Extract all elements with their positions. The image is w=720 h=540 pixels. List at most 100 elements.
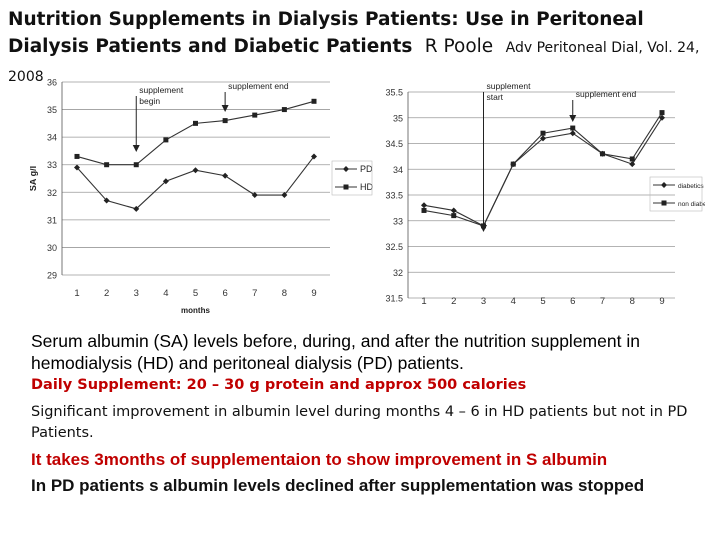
y-tick-label: 30 bbox=[47, 243, 57, 253]
x-tick-label: 5 bbox=[540, 296, 545, 307]
pd-decline-note: In PD patients s albumin levels declined… bbox=[31, 476, 645, 495]
legend-box bbox=[331, 160, 373, 196]
x-tick-label: 6 bbox=[222, 288, 227, 299]
y-tick-label: 36 bbox=[47, 78, 57, 88]
legend-label: diabetics bbox=[678, 183, 704, 190]
data-point bbox=[569, 130, 576, 137]
x-tick-label: 2 bbox=[451, 296, 456, 307]
x-tick-label: 2 bbox=[104, 288, 109, 299]
x-tick-label: 8 bbox=[282, 288, 287, 299]
data-point bbox=[74, 164, 80, 171]
x-tick-label: 3 bbox=[481, 296, 486, 307]
takes-three-months: It takes 3months of supplementaion to sh… bbox=[31, 450, 608, 469]
x-tick-label: 9 bbox=[659, 296, 664, 307]
data-point bbox=[133, 162, 139, 168]
data-point bbox=[281, 192, 288, 199]
y-tick-label: 33 bbox=[393, 216, 403, 226]
data-point bbox=[629, 161, 636, 168]
data-point bbox=[74, 153, 80, 159]
author: R Poole bbox=[424, 36, 494, 57]
data-point bbox=[222, 172, 229, 179]
legend-label: HD bbox=[360, 182, 373, 192]
data-point bbox=[481, 223, 486, 229]
legend-marker bbox=[343, 166, 349, 172]
y-tick-label: 32.5 bbox=[385, 242, 403, 252]
data-point bbox=[540, 135, 546, 142]
data-point bbox=[311, 153, 317, 160]
annotation-label: supplement bbox=[487, 82, 532, 91]
data-point bbox=[450, 207, 457, 214]
data-point bbox=[659, 114, 665, 121]
legend-label: non diabetics bbox=[678, 201, 705, 208]
y-tick-label: 34.5 bbox=[385, 139, 403, 149]
legend-marker bbox=[661, 200, 667, 206]
y-tick-label: 32 bbox=[393, 268, 403, 278]
legend-marker bbox=[661, 182, 667, 188]
x-tick-label: 7 bbox=[600, 296, 605, 307]
data-point bbox=[540, 130, 546, 136]
annotation-label: supplement bbox=[139, 85, 184, 95]
data-point bbox=[421, 202, 427, 209]
y-axis-label: SA g/l bbox=[30, 166, 38, 191]
annotation-label: supplement end bbox=[228, 81, 289, 91]
y-tick-label: 34 bbox=[393, 165, 403, 175]
data-point bbox=[600, 151, 605, 157]
citation: Adv Peritoneal Dial, Vol. 24, 2008 bbox=[8, 40, 700, 85]
data-point bbox=[222, 118, 228, 124]
y-tick-label: 33.5 bbox=[385, 191, 403, 201]
data-point bbox=[103, 197, 110, 204]
y-tick-label: 34 bbox=[47, 133, 57, 143]
data-point bbox=[659, 110, 665, 116]
daily-supplement: Daily Supplement: 20 – 30 g protein and … bbox=[31, 377, 527, 393]
significance-note: Significant improvement in albumin level… bbox=[31, 404, 688, 441]
y-tick-label: 33 bbox=[47, 160, 57, 170]
legend-box bbox=[649, 176, 703, 212]
data-point bbox=[451, 213, 457, 219]
y-tick-label: 31.5 bbox=[385, 294, 403, 304]
arrow-head bbox=[132, 145, 140, 152]
series-line-hd bbox=[76, 100, 315, 166]
arrow-head bbox=[221, 105, 229, 112]
annotation-label: supplement end bbox=[576, 89, 637, 99]
arrow-head bbox=[569, 115, 577, 122]
y-tick-label: 35 bbox=[393, 113, 403, 123]
data-point bbox=[281, 107, 287, 113]
data-point bbox=[570, 125, 576, 131]
annotation-label: start bbox=[487, 92, 504, 102]
x-tick-label: 4 bbox=[163, 288, 168, 299]
data-point bbox=[421, 207, 427, 213]
annotation-label: begin bbox=[139, 96, 160, 106]
x-tick-label: 9 bbox=[311, 288, 316, 299]
legend-marker bbox=[343, 184, 349, 190]
x-tick-label: 4 bbox=[511, 296, 516, 307]
data-point bbox=[311, 98, 317, 104]
data-point bbox=[192, 167, 199, 174]
data-point bbox=[510, 161, 516, 167]
y-tick-label: 35.5 bbox=[385, 88, 403, 98]
data-point bbox=[251, 192, 258, 199]
y-tick-label: 29 bbox=[47, 271, 57, 281]
x-tick-label: 3 bbox=[134, 288, 139, 299]
legend-label: PD bbox=[360, 164, 373, 174]
x-tick-label: 8 bbox=[630, 296, 635, 307]
y-tick-label: 32 bbox=[47, 188, 57, 198]
data-point bbox=[629, 156, 635, 162]
x-tick-label: 1 bbox=[421, 296, 426, 307]
data-point bbox=[252, 112, 258, 118]
slide-title: Nutrition Supplements in Dialysis Patien… bbox=[8, 6, 714, 91]
data-point bbox=[162, 178, 169, 185]
y-tick-label: 31 bbox=[47, 215, 57, 225]
data-point bbox=[104, 162, 110, 168]
caption: Serum albumin (SA) levels before, during… bbox=[31, 331, 640, 373]
data-point bbox=[163, 137, 169, 143]
title-text: Nutrition Supplements in Dialysis Patien… bbox=[8, 9, 644, 57]
x-tick-label: 1 bbox=[74, 288, 79, 299]
data-point bbox=[133, 205, 140, 212]
x-tick-label: 5 bbox=[193, 288, 198, 299]
x-axis-label: months bbox=[181, 306, 210, 315]
x-tick-label: 7 bbox=[252, 288, 257, 299]
x-tick-label: 6 bbox=[570, 296, 575, 307]
y-tick-label: 35 bbox=[47, 105, 57, 115]
